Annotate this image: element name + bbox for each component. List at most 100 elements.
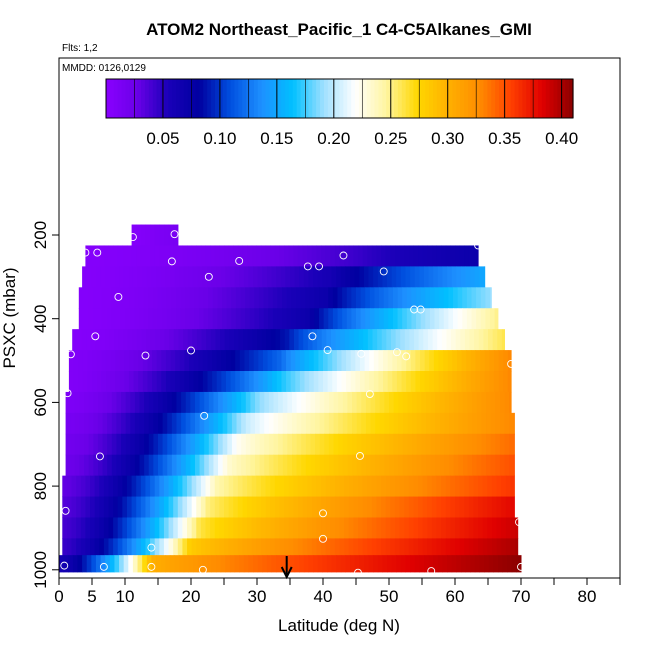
heatmap-cell xyxy=(224,329,230,351)
heatmap-cell xyxy=(309,287,315,309)
sample-point xyxy=(81,248,90,257)
heatmap-cell xyxy=(346,350,352,372)
heatmap-cell xyxy=(68,371,75,393)
heatmap-cell xyxy=(136,517,142,539)
heatmap-cell xyxy=(370,391,376,414)
colorbar-frame xyxy=(105,78,574,119)
flights-label: Flts: 1,2 xyxy=(62,43,98,54)
heatmap-cell xyxy=(93,454,99,477)
heatmap-cell xyxy=(387,371,393,393)
heatmap-cell xyxy=(399,517,405,539)
heatmap-cell xyxy=(177,538,183,556)
heatmap-cell xyxy=(138,308,144,330)
heatmap-cell xyxy=(71,517,77,539)
heatmap-cell xyxy=(437,329,443,351)
heatmap-cell xyxy=(280,266,286,288)
heatmap-cell xyxy=(177,475,183,498)
heatmap-cell xyxy=(282,287,288,309)
heatmap-cell xyxy=(481,391,487,414)
heatmap-cell xyxy=(162,433,168,456)
heatmap-cell xyxy=(113,517,119,539)
heatmap-cell xyxy=(408,245,414,267)
heatmap-cell xyxy=(464,475,470,498)
heatmap-cell xyxy=(281,371,287,393)
heatmap-cell xyxy=(146,329,152,351)
heatmap-cell xyxy=(122,475,128,498)
heatmap-cell xyxy=(125,433,131,456)
heatmap-cell xyxy=(330,517,336,539)
heatmap-cell xyxy=(405,266,411,288)
heatmap-cell xyxy=(429,308,436,330)
heatmap-cell xyxy=(191,496,197,518)
heatmap-cell xyxy=(323,308,329,330)
colorbar-segment xyxy=(456,79,461,118)
heatmap-cell xyxy=(76,496,82,518)
heatmap-cell xyxy=(249,308,255,330)
heatmap-cell xyxy=(86,555,92,573)
heatmap-cell xyxy=(86,329,92,351)
heatmap-cell xyxy=(488,329,494,351)
colorbar-segment xyxy=(273,79,278,118)
heatmap-cell xyxy=(157,308,163,330)
heatmap-cell xyxy=(156,555,162,573)
heatmap-cell xyxy=(128,350,135,372)
heatmap-cell xyxy=(257,555,263,573)
heatmap-cell xyxy=(111,412,117,435)
heatmap-cell xyxy=(134,412,141,435)
heatmap-cell xyxy=(145,224,151,246)
heatmap-cell xyxy=(204,391,210,414)
heatmap-cell xyxy=(250,454,256,477)
heatmap-cell xyxy=(400,266,406,288)
heatmap-cell xyxy=(185,454,191,477)
heatmap-cell xyxy=(339,245,345,267)
colorbar-segment xyxy=(397,79,403,118)
x-tick-label: 80 xyxy=(578,587,597,606)
heatmap-cell xyxy=(99,517,105,539)
heatmap-cell xyxy=(159,329,166,351)
sample-point xyxy=(99,562,108,571)
heatmap-cell xyxy=(196,496,202,518)
heatmap-cell xyxy=(290,266,296,288)
heatmap-cell xyxy=(132,329,138,351)
heatmap-cell xyxy=(453,433,459,456)
heatmap-cell xyxy=(113,475,119,498)
heatmap-cell xyxy=(268,433,274,456)
heatmap-cell xyxy=(382,266,388,288)
heatmap-cell xyxy=(495,433,501,456)
heatmap-cell xyxy=(315,433,321,456)
heatmap-cell xyxy=(237,517,243,539)
heatmap-cell xyxy=(163,517,170,539)
heatmap-cell xyxy=(436,538,442,556)
heatmap-cell xyxy=(481,433,487,456)
heatmap-cell xyxy=(109,266,115,288)
heatmap-cell xyxy=(210,517,216,539)
heatmap-cell xyxy=(218,412,224,435)
heatmap-cell xyxy=(425,454,432,477)
heatmap-cell xyxy=(165,266,171,288)
heatmap-cell xyxy=(73,371,79,393)
heatmap-cell xyxy=(356,287,362,309)
heatmap-cell xyxy=(161,371,167,393)
heatmap-cell xyxy=(503,371,509,393)
heatmap-cell xyxy=(108,475,114,498)
heatmap-cell xyxy=(390,245,396,267)
sample-point xyxy=(379,267,388,276)
heatmap-cell xyxy=(132,266,139,288)
heatmap-cell xyxy=(297,538,304,556)
heatmap-cell xyxy=(192,555,199,573)
heatmap-cell xyxy=(72,329,78,351)
heatmap-cell xyxy=(123,329,129,351)
heatmap-cell xyxy=(397,287,403,309)
heatmap-cell xyxy=(241,433,247,456)
sample-point xyxy=(319,509,327,518)
heatmap-cell xyxy=(191,475,197,498)
colorbar-segment xyxy=(417,79,422,118)
heatmap-cell xyxy=(78,287,84,309)
heatmap-cell xyxy=(66,538,73,556)
sample-point xyxy=(507,359,516,368)
heatmap-cell xyxy=(287,433,293,456)
sample-point xyxy=(365,390,374,398)
heatmap-cell xyxy=(152,371,158,393)
heatmap-cell xyxy=(341,350,347,372)
heatmap-cell xyxy=(264,412,270,435)
